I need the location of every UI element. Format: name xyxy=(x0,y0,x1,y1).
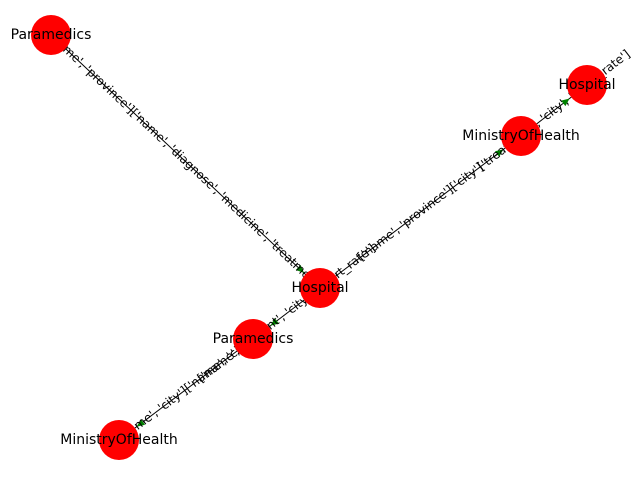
edge-label: ['treatment', 'city', 'heart_rate'] xyxy=(475,47,633,173)
node-label: MinistryOfHealth xyxy=(462,128,579,144)
graph-node xyxy=(233,319,273,359)
node-label: Paramedics xyxy=(213,331,294,347)
edge-label: ['name', 'province']['name', 'diagnose',… xyxy=(43,26,328,295)
edge-labels-layer: ['name', 'province']['name', 'diagnose',… xyxy=(43,26,632,446)
node-labels-layer: Paramedics Hospital MinistryOfHealth Hospit… xyxy=(11,27,616,448)
edge-arrow xyxy=(561,98,570,107)
edge-arrow xyxy=(136,419,146,427)
graph-node xyxy=(567,65,607,105)
node-label: Hospital xyxy=(291,280,348,296)
edge-arrow xyxy=(295,264,304,273)
graph-node xyxy=(99,420,139,460)
graph-edge xyxy=(50,34,321,289)
node-label: MinistryOfHealth xyxy=(60,432,177,448)
nodes-layer xyxy=(31,15,607,460)
edge-arrow xyxy=(270,318,279,326)
node-label: Paramedics xyxy=(11,27,92,43)
graph-edge xyxy=(319,135,522,289)
edge-arrow xyxy=(494,149,504,157)
graph-node xyxy=(31,15,71,55)
edges-layer xyxy=(50,34,588,441)
graph-node xyxy=(300,268,340,308)
graph-node xyxy=(501,116,541,156)
node-label: Hospital xyxy=(558,77,615,93)
